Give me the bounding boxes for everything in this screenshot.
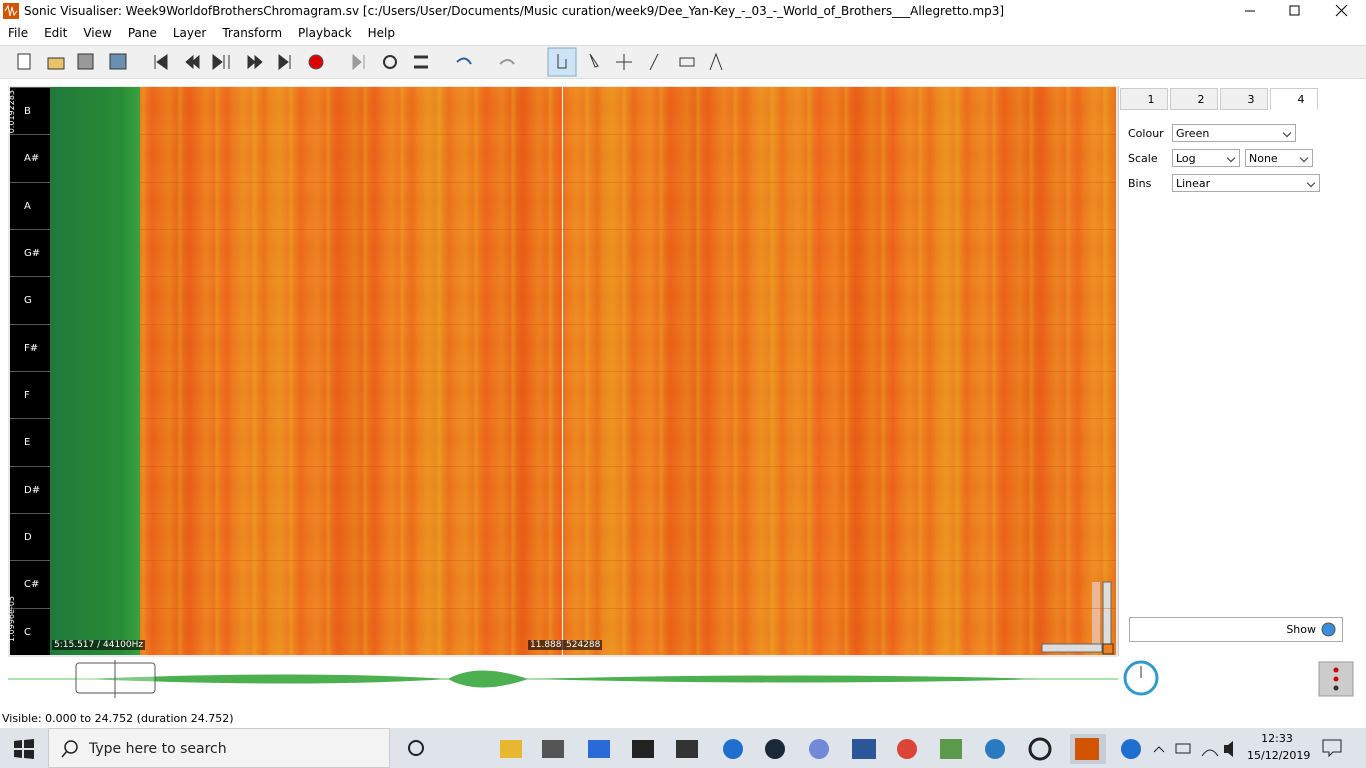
playhead <box>562 87 563 655</box>
pitch-label: C# <box>10 560 50 607</box>
show-box: Show <box>1129 617 1343 642</box>
pitch-label: B <box>10 87 50 134</box>
search-placeholder: Type here to search <box>89 741 227 757</box>
show-toggle[interactable] <box>1321 622 1336 637</box>
menu-bar: File Edit View Pane Layer Transform Playback He… <box>0 22 1366 44</box>
tab-label: 4 <box>1297 93 1305 106</box>
property-panel <box>1118 86 1366 656</box>
toolbar-icons[interactable] <box>0 46 740 78</box>
clock-time: 12:33 <box>1261 732 1293 745</box>
tab-label: 3 <box>1247 93 1255 106</box>
pitch-label: D <box>10 513 50 560</box>
menu-item[interactable]: Edit <box>44 26 68 40</box>
menu-item[interactable]: File <box>8 26 29 40</box>
row-divider <box>140 371 1116 372</box>
row-divider <box>140 560 1116 562</box>
row-divider <box>140 607 1116 609</box>
row-divider <box>140 418 1116 420</box>
taskbar: Type here to search 12:33 15/12/2019 <box>0 728 1366 768</box>
pitch-label: E <box>10 418 50 465</box>
property-tab[interactable]: 1 <box>1120 88 1168 110</box>
overlay-window-size: 524288 <box>564 640 603 650</box>
menu-item[interactable]: Layer <box>172 26 207 40</box>
scale-label: 0.0192283 <box>7 90 16 134</box>
taskbar-apps[interactable] <box>400 734 1120 764</box>
menu-item[interactable]: View <box>83 26 112 40</box>
start-button[interactable] <box>14 739 34 759</box>
toolbar <box>0 45 1366 79</box>
row-divider <box>140 465 1116 467</box>
row-divider <box>140 229 1116 230</box>
app-icon <box>3 3 19 19</box>
overview-controls[interactable] <box>1122 660 1362 700</box>
clock-date: 15/12/2019 <box>1247 749 1311 762</box>
property-tab[interactable]: 3 <box>1220 88 1268 110</box>
overlay-time: 5:15.517 / 44100Hz <box>52 640 146 650</box>
menu-item[interactable]: Help <box>367 26 395 40</box>
notifications[interactable] <box>1322 739 1342 757</box>
pitch-label: A# <box>10 134 50 181</box>
system-tray[interactable] <box>1118 736 1246 762</box>
pitch-label: A <box>10 181 50 229</box>
overview[interactable] <box>8 660 1118 698</box>
property-select[interactable]: None <box>1245 149 1313 167</box>
status-bar: Visible: 0.000 to 24.752 (duration 24.75… <box>2 712 234 725</box>
menu-item[interactable]: Playback <box>298 26 352 40</box>
pitch-label: C <box>10 607 50 655</box>
search-box[interactable]: Type here to search <box>48 728 390 768</box>
title-bar: Sonic Visualiser: Week9WorldofBrothersCh… <box>0 0 1366 22</box>
pitch-label: G# <box>10 229 50 276</box>
property-label: Scale <box>1128 152 1158 165</box>
property-select[interactable]: Linear <box>1172 174 1320 192</box>
row-divider <box>140 323 1116 325</box>
window-title: Sonic Visualiser: Week9WorldofBrothersCh… <box>24 4 1005 18</box>
property-label: Bins <box>1128 177 1152 190</box>
property-select[interactable]: Log <box>1172 149 1240 167</box>
property-select[interactable]: Green <box>1172 124 1296 142</box>
tab-label: 2 <box>1197 93 1205 106</box>
zoom-controls[interactable] <box>1040 580 1116 656</box>
property-tab[interactable]: 4 <box>1270 88 1318 110</box>
chromagram-unfilled <box>50 87 140 655</box>
scale-label: 1.0996e-05 <box>7 596 16 642</box>
row-divider <box>140 513 1116 514</box>
row-divider <box>140 134 1116 136</box>
search-icon <box>61 740 78 758</box>
pitch-label: D# <box>10 465 50 513</box>
row-divider <box>140 276 1116 278</box>
chromagram[interactable] <box>140 87 1116 655</box>
window-controls[interactable] <box>1240 4 1356 18</box>
pitch-label: F# <box>10 323 50 371</box>
pitch-label: G <box>10 276 50 323</box>
tab-label: 1 <box>1147 93 1155 106</box>
pitch-label: F <box>10 371 50 418</box>
row-divider <box>140 181 1116 183</box>
menu-item[interactable]: Transform <box>222 26 283 40</box>
property-tab[interactable]: 2 <box>1170 88 1218 110</box>
overlay-position: 11.888 <box>528 640 564 650</box>
show-label: Show <box>1286 623 1316 636</box>
menu-item[interactable]: Pane <box>127 26 157 40</box>
overview-waveform <box>8 660 1118 698</box>
property-label: Colour <box>1128 127 1164 140</box>
